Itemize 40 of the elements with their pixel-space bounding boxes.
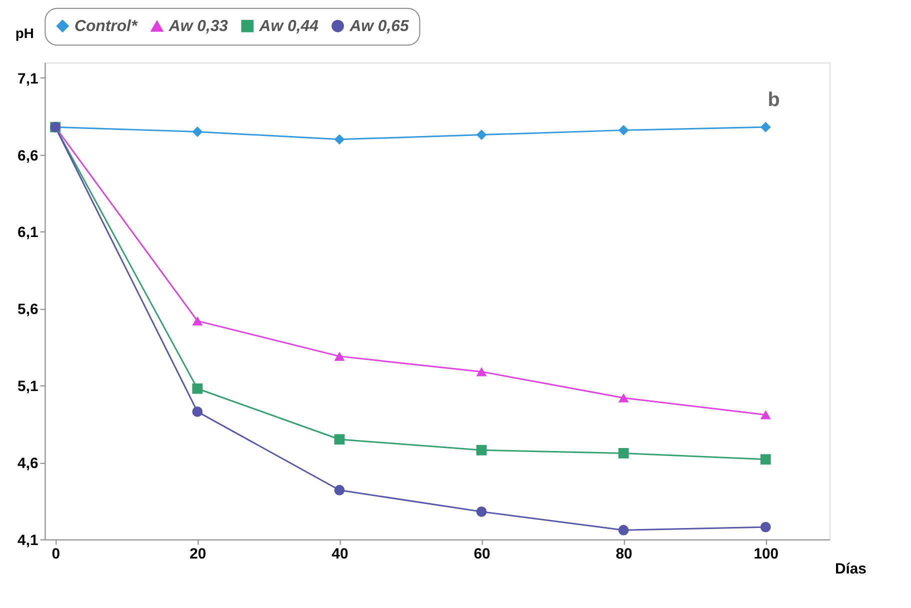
- point: [192, 406, 203, 417]
- x-tick-label: 40: [332, 546, 348, 563]
- point: [334, 434, 345, 445]
- point: [476, 367, 487, 376]
- point: [334, 352, 345, 361]
- point: [334, 484, 345, 496]
- point: [476, 506, 487, 517]
- point: [192, 126, 203, 137]
- point: [476, 130, 487, 140]
- legend-label: Aw 0,65: [348, 18, 410, 35]
- x-tick-label: 80: [616, 546, 632, 563]
- x-tick-label: 0: [52, 546, 60, 563]
- point: [760, 522, 771, 532]
- point: [760, 454, 771, 465]
- point: [618, 524, 629, 536]
- y-tick-label: 4,6: [18, 456, 38, 472]
- y-tick-label: 7,1: [18, 71, 38, 88]
- point: [760, 410, 771, 420]
- point: [618, 448, 629, 458]
- point: [192, 316, 203, 326]
- y-tick-label: 5,1: [18, 379, 38, 396]
- point: [760, 122, 771, 132]
- y-tick-label: 6,6: [18, 148, 38, 164]
- x-tick-label: 20: [190, 546, 206, 563]
- point: [618, 124, 629, 136]
- point: [476, 444, 487, 456]
- y-tick-label: 5,6: [18, 302, 38, 318]
- point: [334, 134, 345, 145]
- x-tick-label: 60: [474, 546, 490, 563]
- legend-label: Aw 0,44: [258, 18, 319, 35]
- legend-label: Aw 0,33: [168, 18, 228, 36]
- x-tick-label: 100: [754, 546, 779, 563]
- annotation: b: [768, 89, 780, 112]
- x-axis-title: Días: [835, 562, 866, 578]
- y-tick-label: 4,1: [18, 532, 38, 549]
- legend-label: Control*: [74, 18, 138, 35]
- y-tick-label: 6,1: [18, 225, 38, 242]
- y-axis-title: pH: [15, 25, 34, 42]
- point: [192, 383, 203, 394]
- point: [618, 393, 629, 402]
